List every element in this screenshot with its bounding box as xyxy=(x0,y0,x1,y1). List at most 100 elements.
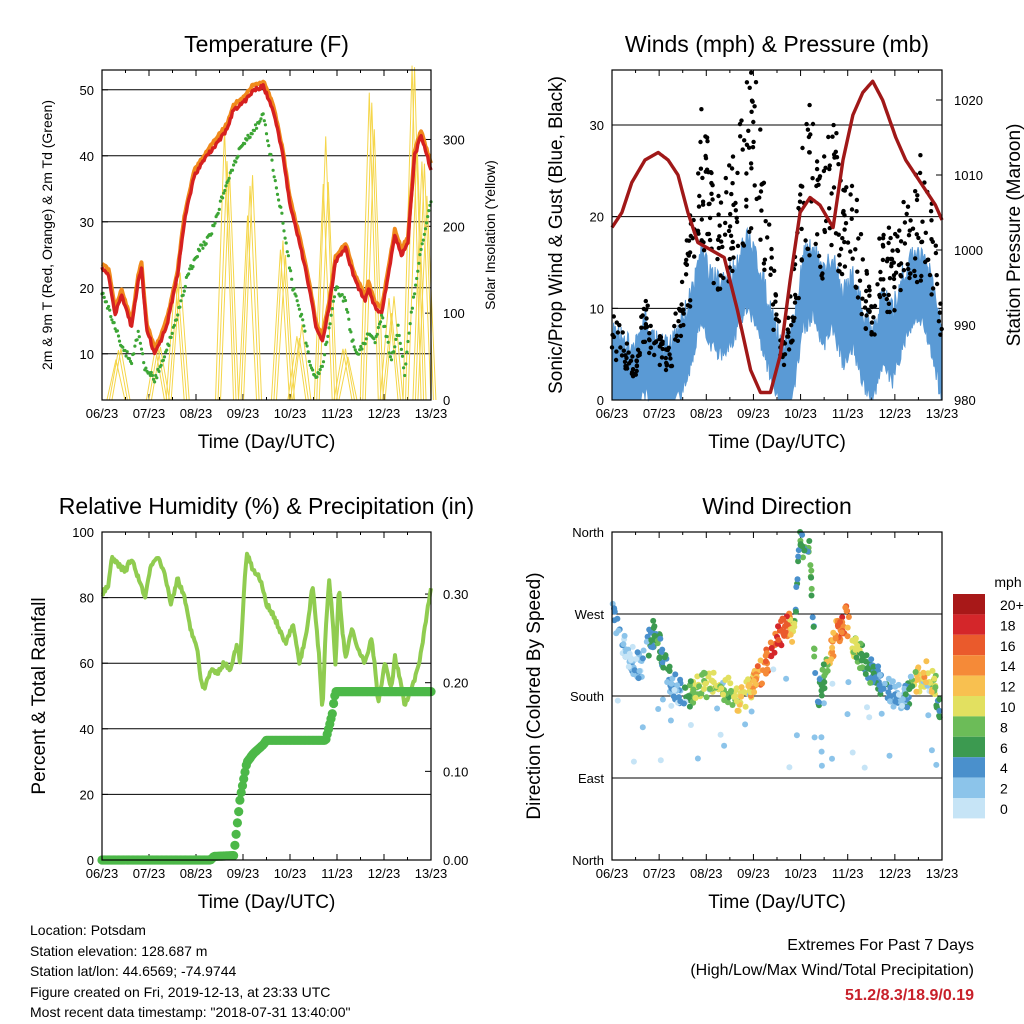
wind-direction-point xyxy=(757,657,764,664)
dewpoint-point xyxy=(289,269,293,273)
dewpoint-point xyxy=(135,338,139,342)
dewpoint-point xyxy=(392,350,396,354)
gust-point xyxy=(641,306,647,312)
gust-point xyxy=(630,367,636,372)
wind-direction-point xyxy=(668,702,675,709)
x-tick-label: 06/23 xyxy=(86,406,119,421)
y-tick-label: 20 xyxy=(80,281,94,296)
gust-point xyxy=(637,350,642,356)
wind-direction-point xyxy=(694,673,701,680)
gust-point xyxy=(827,226,832,231)
dewpoint-point xyxy=(340,293,344,297)
legend-swatch xyxy=(953,798,985,819)
gust-point xyxy=(855,269,860,274)
x-tick-label: 06/23 xyxy=(86,866,119,881)
legend-label: 12 xyxy=(1000,679,1016,695)
dewpoint-point xyxy=(179,299,183,303)
dewpoint-point xyxy=(408,322,412,326)
dewpoint-point xyxy=(331,299,335,303)
gust-point xyxy=(707,237,713,243)
gust-point xyxy=(786,330,791,335)
dewpoint-point xyxy=(115,329,119,333)
y-tick-label: 0 xyxy=(87,853,94,868)
gust-point xyxy=(698,166,704,171)
speed-color-legend: mph 20+ 18 16 14 12 10 8 6 4 2 0 xyxy=(953,574,1024,819)
dewpoint-point xyxy=(393,345,397,349)
solar-insolation-trace xyxy=(338,356,358,401)
wind-direction-point xyxy=(923,679,929,686)
wind-direction-point xyxy=(811,653,818,660)
gust-point xyxy=(928,209,934,214)
gust-point xyxy=(888,235,893,241)
wind-direction-point xyxy=(794,576,801,583)
gust-point xyxy=(761,180,767,185)
precip-point xyxy=(231,829,241,839)
wind-direction-point xyxy=(690,686,697,693)
gust-point xyxy=(815,232,820,237)
gust-point xyxy=(747,229,752,234)
dewpoint-point xyxy=(308,363,312,367)
gust-point xyxy=(723,220,728,226)
gust-point xyxy=(822,229,828,235)
dewpoint-point xyxy=(223,188,227,193)
dewpoint-point xyxy=(411,295,416,299)
dewpoint-point xyxy=(327,326,331,330)
gust-point xyxy=(700,199,706,204)
dewpoint-point xyxy=(266,139,270,143)
gust-point xyxy=(918,278,923,283)
wind-direction-point xyxy=(793,732,800,739)
dewpoint-point xyxy=(421,238,425,242)
dewpoint-point xyxy=(307,359,311,364)
dewpoint-point xyxy=(182,289,186,293)
dewpoint-point xyxy=(404,362,408,366)
solar-insolation-trace xyxy=(289,338,309,401)
wind-direction-point xyxy=(892,698,899,705)
gust-point xyxy=(729,166,735,171)
gust-point xyxy=(902,220,908,225)
wind-direction-point xyxy=(918,683,925,690)
gust-point xyxy=(902,241,908,246)
wind-direction-point xyxy=(820,700,827,707)
dewpoint-point xyxy=(357,352,361,356)
solar-insolation-trace xyxy=(379,298,399,401)
wind-direction-point xyxy=(672,671,679,678)
gust-point xyxy=(799,257,804,262)
station-pressure-line xyxy=(610,79,944,395)
wind-direction-point xyxy=(786,764,793,771)
dewpoint-point xyxy=(245,138,249,142)
dewpoint-point xyxy=(149,370,153,375)
legend-label: 0 xyxy=(1000,801,1008,817)
y-axis-label: Direction (Colored By Speed) xyxy=(524,572,545,819)
gust-point xyxy=(898,274,904,279)
wind-direction-point xyxy=(710,669,717,676)
wind-direction-point xyxy=(886,752,893,759)
dewpoint-point xyxy=(252,128,256,133)
dewpoint-point xyxy=(112,321,116,325)
dewpoint-point xyxy=(380,313,384,317)
wind-direction-point xyxy=(868,656,875,663)
solar-insolation-trace xyxy=(273,240,293,401)
dewpoint-point xyxy=(159,363,163,367)
precip-point xyxy=(329,698,339,709)
solar-insolation-trace xyxy=(333,348,353,401)
gust-point xyxy=(727,224,733,229)
dewpoint-point xyxy=(121,345,125,349)
precip-point xyxy=(235,795,245,805)
wind-direction-point xyxy=(660,664,667,671)
station-info: Location: Potsdam Station elevation: 128… xyxy=(30,920,350,1023)
gust-point xyxy=(724,190,729,195)
x-tick-label: 10/23 xyxy=(274,406,307,421)
gust-point xyxy=(782,352,788,357)
dewpoint-point xyxy=(407,331,411,335)
dewpoint-point xyxy=(427,209,431,213)
wind-direction-point xyxy=(721,742,728,749)
wind-direction-point xyxy=(931,675,938,682)
dewpoint-point xyxy=(110,318,114,322)
gust-point xyxy=(727,256,732,262)
gust-point xyxy=(646,337,652,342)
solar-insolation-trace xyxy=(217,161,237,401)
gust-point xyxy=(816,253,822,259)
dewpoint-point xyxy=(217,207,221,211)
gust-point xyxy=(634,358,639,364)
dewpoint-point xyxy=(264,132,269,136)
